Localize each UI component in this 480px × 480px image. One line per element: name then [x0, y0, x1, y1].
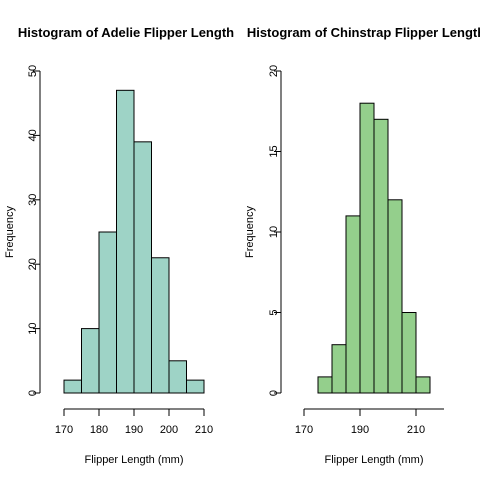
chinstrap-y-tick-label: 0: [268, 390, 280, 396]
adelie-y-tick-label: 50: [27, 65, 39, 77]
adelie-bar: [187, 380, 205, 393]
chinstrap-bar: [346, 216, 360, 393]
chinstrap-bar: [360, 103, 374, 393]
chinstrap-bar: [374, 119, 388, 393]
chinstrap-y-axis-label: Frequency: [244, 206, 256, 258]
adelie-x-tick-label: 170: [55, 424, 73, 436]
adelie-chart-title: Histogram of Adelie Flipper Length: [18, 25, 234, 40]
chinstrap-bar: [332, 345, 346, 393]
adelie-y-tick-label: 10: [27, 322, 39, 334]
chinstrap-y-tick-label: 20: [268, 65, 280, 77]
adelie-y-tick-label: 0: [27, 390, 39, 396]
chinstrap-x-tick-label: 170: [295, 424, 313, 436]
adelie-y-tick-label: 40: [27, 129, 39, 141]
adelie-y-tick-label: 30: [27, 194, 39, 206]
chinstrap-bar: [388, 200, 402, 393]
adelie-x-tick-label: 210: [195, 424, 213, 436]
adelie-bar: [99, 232, 117, 393]
adelie-y-tick-label: 20: [27, 258, 39, 270]
adelie-bar: [152, 258, 170, 393]
chinstrap-x-tick-label: 190: [351, 424, 369, 436]
chinstrap-y-tick-label: 5: [268, 309, 280, 315]
chinstrap-x-axis-label: Flipper Length (mm): [324, 454, 423, 466]
chinstrap-chart-title: Histogram of Chinstrap Flipper Length: [247, 25, 480, 40]
chinstrap-bar: [318, 377, 332, 393]
chinstrap-bar: [416, 377, 430, 393]
adelie-bar: [117, 90, 135, 393]
chinstrap-y-tick-label: 10: [268, 226, 280, 238]
adelie-bar: [64, 380, 82, 393]
adelie-x-axis-label: Flipper Length (mm): [84, 454, 183, 466]
chinstrap-y-tick-label: 15: [268, 145, 280, 157]
adelie-bar: [134, 142, 152, 393]
adelie-bar: [169, 361, 187, 393]
adelie-x-tick-label: 180: [90, 424, 108, 436]
chinstrap-x-tick-label: 210: [407, 424, 425, 436]
adelie-x-tick-label: 190: [125, 424, 143, 436]
adelie-bar: [82, 329, 100, 393]
chinstrap-bar: [402, 313, 416, 394]
adelie-x-tick-label: 200: [160, 424, 178, 436]
adelie-y-axis-label: Frequency: [4, 206, 16, 258]
